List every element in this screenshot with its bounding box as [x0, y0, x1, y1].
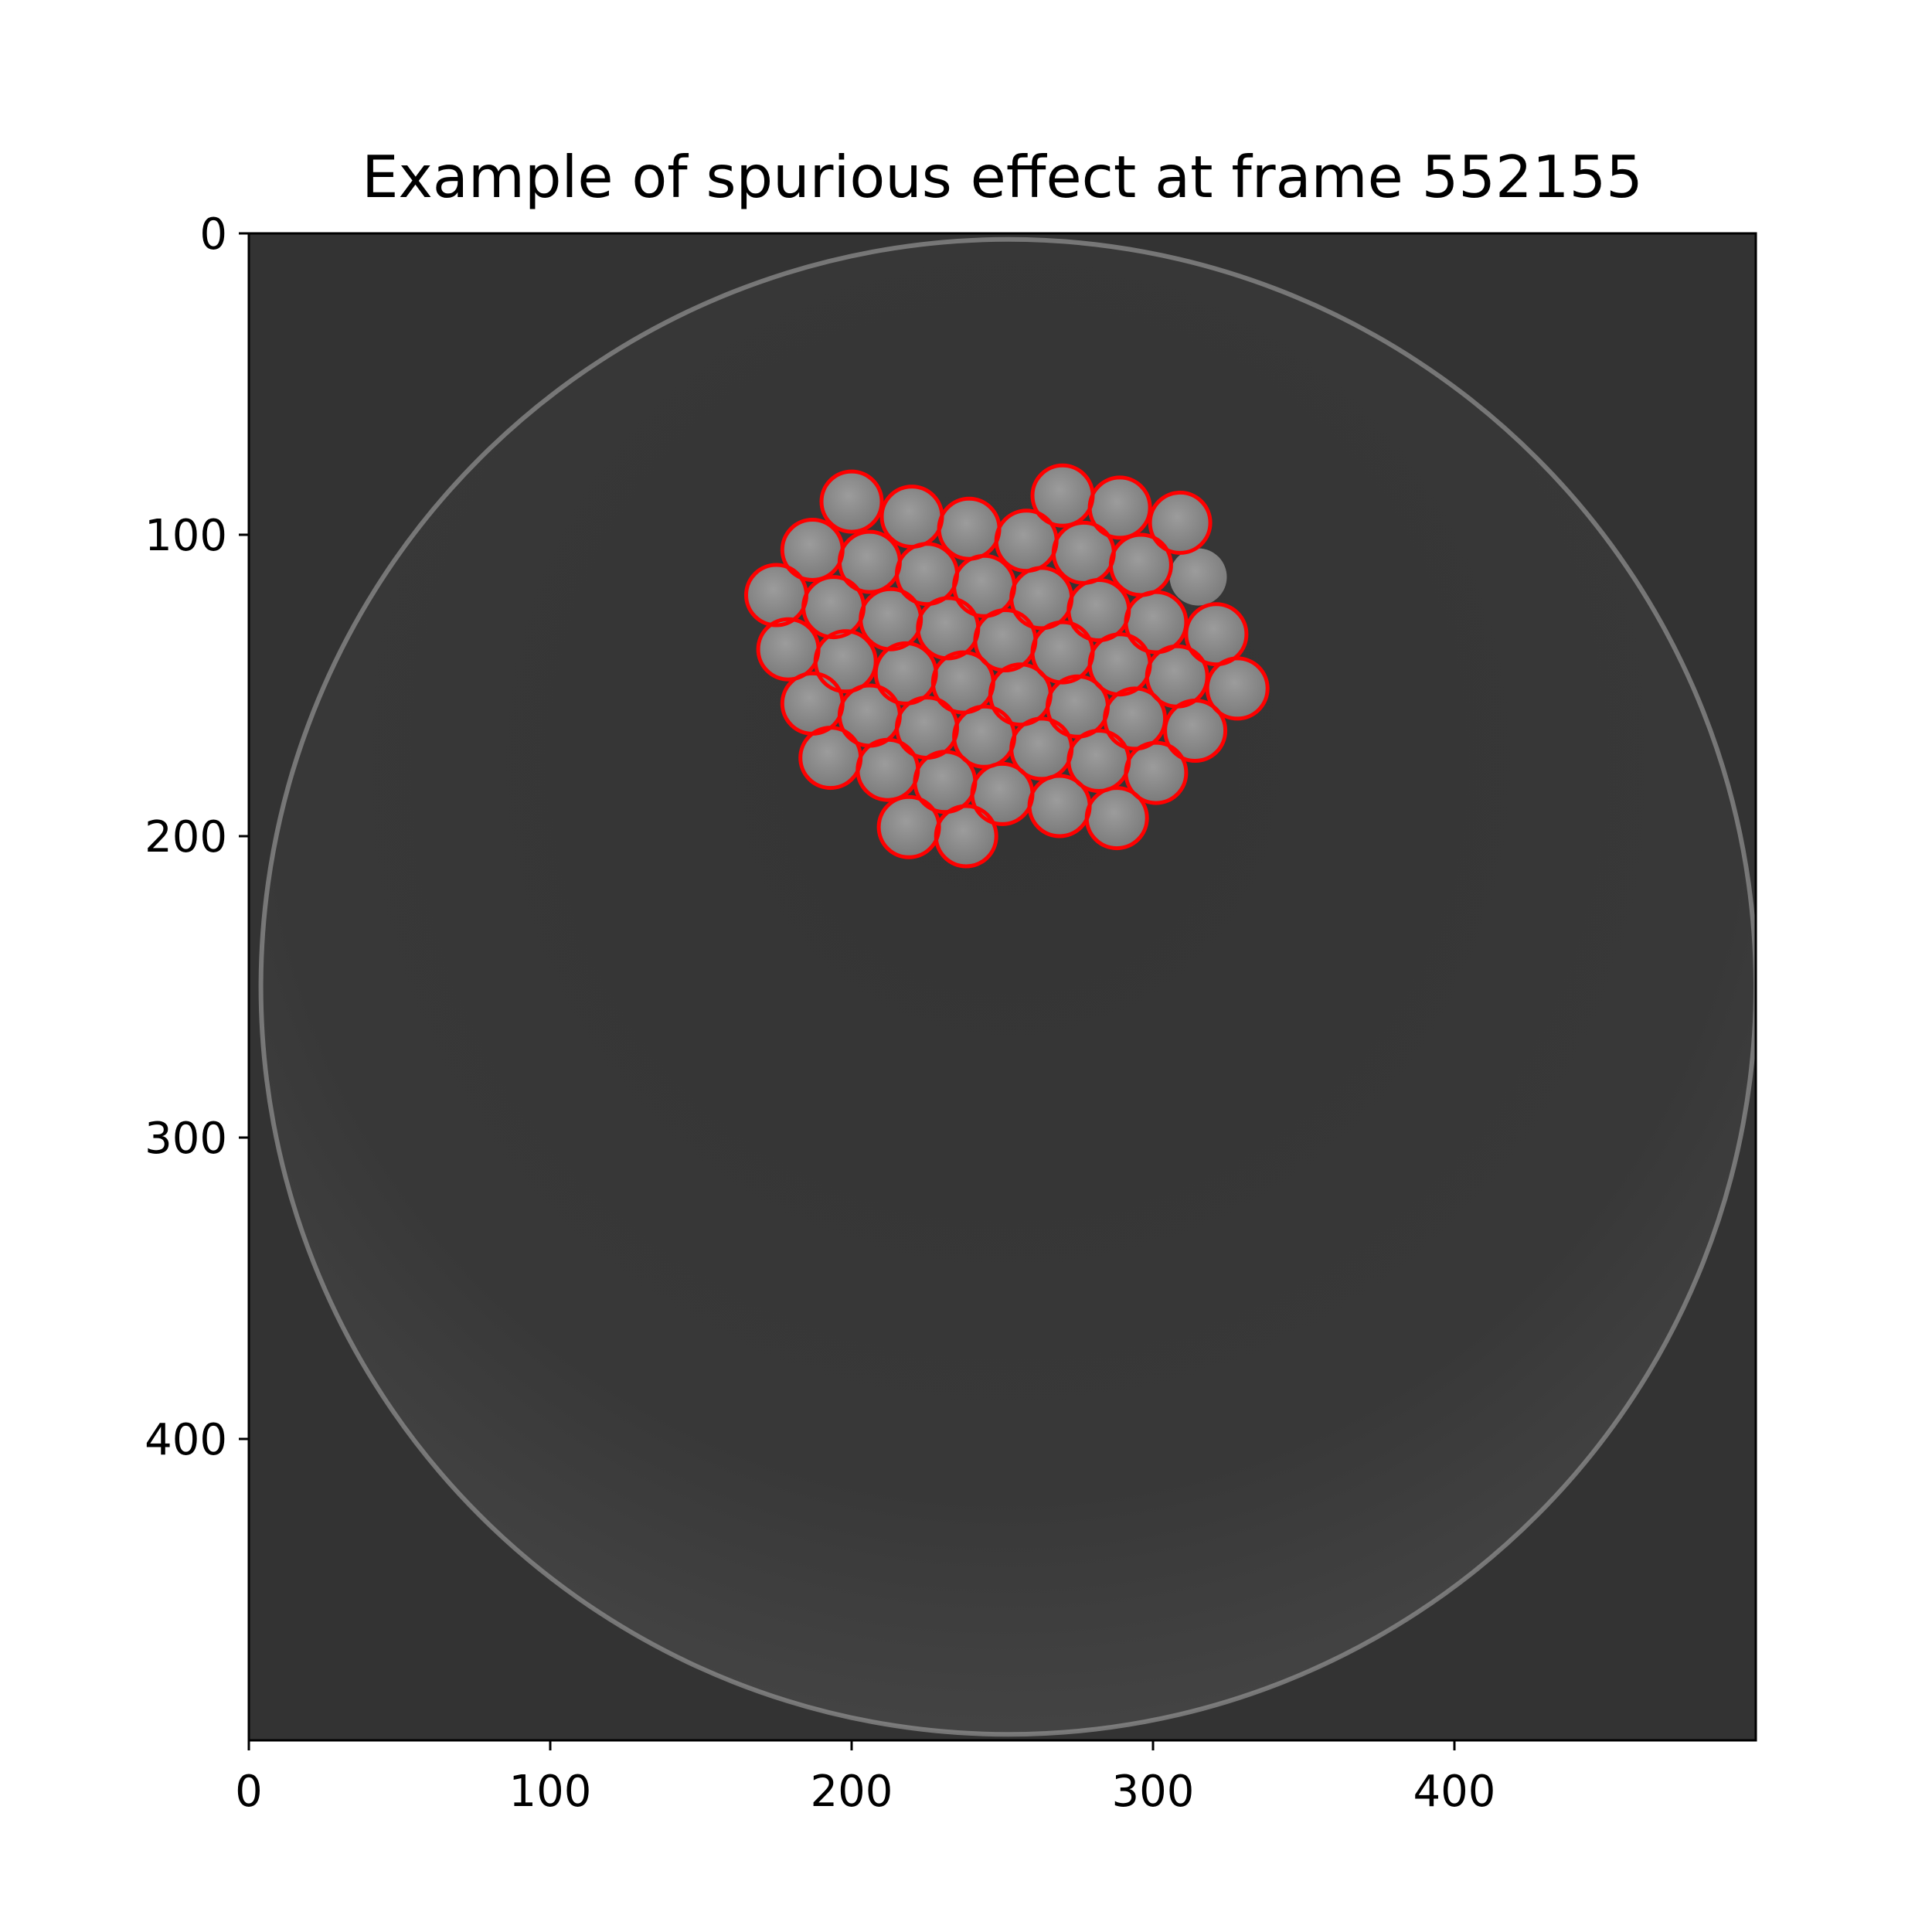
detection-circle — [1084, 786, 1149, 851]
particle — [1070, 732, 1128, 790]
axes-frame — [247, 232, 1757, 1742]
petri-dish-rim — [258, 237, 1756, 1736]
particle — [1169, 548, 1227, 606]
particle — [1209, 659, 1267, 717]
y-tick-label: 400 — [145, 1415, 227, 1465]
detection-circle — [934, 804, 998, 869]
particle — [784, 521, 842, 579]
particle-layer — [747, 467, 1267, 865]
particle — [898, 545, 956, 603]
petri-dish — [260, 239, 1756, 1735]
particle — [955, 557, 1013, 615]
x-tick-label: 300 — [1112, 1767, 1195, 1817]
particle — [1070, 581, 1128, 639]
y-tick-label: 100 — [145, 511, 227, 561]
particle — [1012, 719, 1070, 777]
particle — [934, 654, 992, 712]
y-tick-label: 0 — [199, 209, 227, 260]
particle — [1127, 594, 1185, 651]
particle — [862, 590, 920, 648]
particle — [1166, 702, 1224, 760]
particle — [1091, 478, 1149, 536]
chart-title: Example of spurious effect at frame 5521… — [362, 143, 1643, 211]
particle — [823, 473, 880, 531]
particle — [1106, 689, 1164, 747]
particle — [1049, 678, 1107, 736]
particle — [1112, 536, 1170, 594]
particle — [1091, 635, 1149, 693]
particle — [919, 599, 977, 657]
y-tick-label: 200 — [145, 812, 227, 862]
detection-circle — [1163, 699, 1228, 763]
particle — [1012, 569, 1070, 627]
y-tick-label: 300 — [145, 1114, 227, 1164]
particle — [784, 675, 842, 733]
particle — [976, 611, 1034, 669]
particle — [974, 765, 1031, 823]
detection-circle — [1205, 656, 1270, 721]
x-tick-label: 200 — [811, 1767, 893, 1817]
particle — [940, 500, 998, 558]
particle — [880, 798, 938, 856]
particle — [841, 533, 899, 591]
particle — [1187, 605, 1245, 663]
particle — [859, 741, 917, 799]
y-axis: 0 100 200 300 400 — [145, 209, 249, 1465]
particle — [1034, 624, 1091, 682]
particle — [937, 808, 995, 865]
particle — [992, 665, 1049, 723]
detection-circle — [819, 469, 884, 534]
particle — [747, 566, 805, 624]
particle — [998, 512, 1056, 570]
x-axis: 0 100 200 300 400 — [235, 1740, 1495, 1817]
particle — [801, 729, 859, 787]
detection-layer — [744, 463, 1270, 869]
particle — [841, 687, 899, 744]
particle — [1151, 494, 1209, 552]
particle — [898, 699, 956, 757]
particle — [1088, 789, 1146, 847]
x-tick-label: 400 — [1413, 1767, 1496, 1817]
particle — [1127, 744, 1185, 802]
detection-circle — [813, 629, 878, 694]
particle — [760, 621, 818, 679]
particle — [877, 645, 935, 702]
particle — [1055, 524, 1113, 582]
particle — [1034, 467, 1091, 525]
detection-circle — [1124, 740, 1189, 805]
x-tick-label: 0 — [235, 1767, 263, 1817]
particle — [883, 488, 940, 546]
particle — [1148, 648, 1206, 706]
particle — [804, 578, 862, 636]
particle — [916, 753, 974, 811]
detection-circle — [1148, 490, 1213, 555]
particle — [1031, 777, 1089, 835]
x-tick-label: 100 — [509, 1767, 592, 1817]
particle — [817, 632, 875, 690]
image-area — [249, 233, 1756, 1740]
detection-circle — [1087, 475, 1152, 540]
particle — [955, 708, 1013, 766]
